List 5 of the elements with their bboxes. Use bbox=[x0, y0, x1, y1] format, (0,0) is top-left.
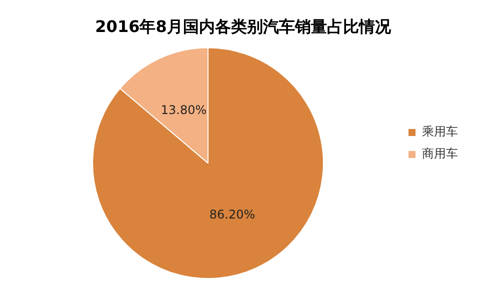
data-label: 86.20% bbox=[209, 208, 256, 222]
chart-title: 2016年8月国内各类别汽车销量占比情况 bbox=[95, 16, 392, 36]
legend-label: 商用车 bbox=[422, 146, 458, 161]
legend-label: 乘用车 bbox=[422, 124, 458, 139]
data-label: 13.80% bbox=[160, 102, 207, 117]
